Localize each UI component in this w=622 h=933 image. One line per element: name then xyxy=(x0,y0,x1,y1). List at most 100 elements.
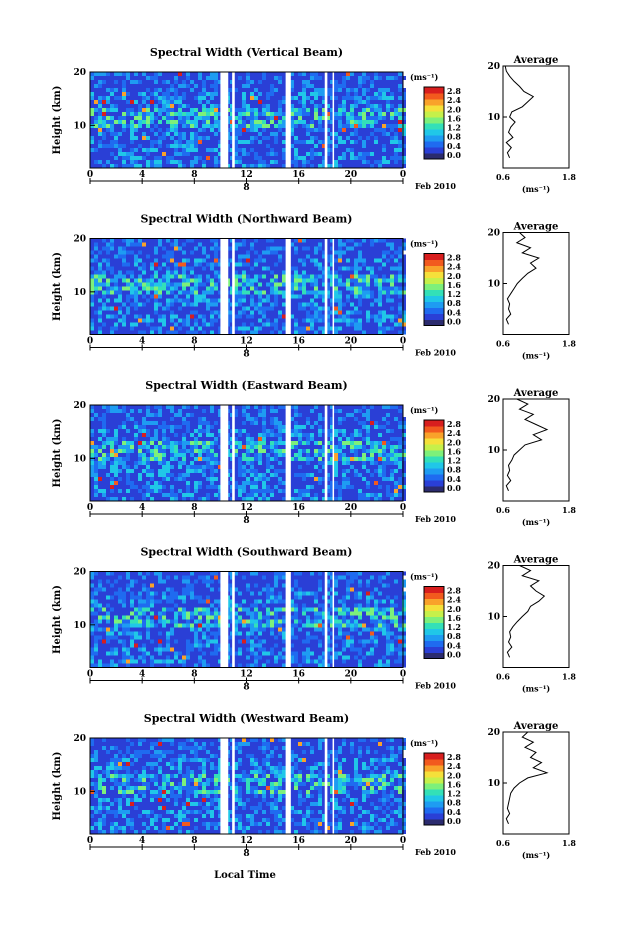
heatmap-cell xyxy=(370,465,374,469)
heatmap-cell xyxy=(258,295,262,299)
heatmap-cell xyxy=(122,299,126,303)
heatmap-cell xyxy=(298,104,302,108)
heatmap-cell xyxy=(178,96,182,100)
heatmap-cell xyxy=(214,88,218,92)
heatmap-cell xyxy=(126,239,130,243)
heatmap-cell xyxy=(294,263,298,267)
heatmap-cell xyxy=(346,164,350,168)
heatmap-cell xyxy=(338,453,342,457)
heatmap-cell xyxy=(314,465,318,469)
heatmap-cell xyxy=(110,429,114,433)
heatmap-cell xyxy=(150,96,154,100)
heatmap-cell xyxy=(382,128,386,132)
heatmap-cell xyxy=(94,331,98,335)
heatmap-cell xyxy=(374,469,378,473)
heatmap-cell xyxy=(254,164,258,168)
heatmap-cell xyxy=(150,279,154,283)
heatmap-cell xyxy=(198,243,202,247)
heatmap-cell xyxy=(162,152,166,156)
heatmap-cell xyxy=(258,291,262,295)
heatmap-cell xyxy=(270,124,274,128)
heatmap-cell xyxy=(138,92,142,96)
heatmap-cell xyxy=(178,331,182,335)
heatmap-cell xyxy=(174,259,178,263)
heatmap-cell xyxy=(394,279,398,283)
heatmap-cell xyxy=(386,327,390,331)
heatmap-cell xyxy=(94,156,98,160)
heatmap-cell xyxy=(294,291,298,295)
heatmap-cell xyxy=(274,247,278,251)
heatmap-cell xyxy=(146,433,150,437)
heatmap-cell xyxy=(206,132,210,136)
heatmap-cell xyxy=(110,144,114,148)
heatmap-cell xyxy=(382,437,386,441)
heatmap-cell xyxy=(386,144,390,148)
heatmap-cell xyxy=(98,323,102,327)
heatmap-cell xyxy=(202,128,206,132)
heatmap-cell xyxy=(266,112,270,116)
heatmap-cell xyxy=(170,259,174,263)
heatmap-cell xyxy=(358,331,362,335)
heatmap-cell xyxy=(374,92,378,96)
heatmap-cell xyxy=(242,331,246,335)
heatmap-cell xyxy=(118,331,122,335)
heatmap-cell xyxy=(198,457,202,461)
heatmap-cell xyxy=(358,469,362,473)
heatmap-cell xyxy=(298,445,302,449)
heatmap-cell xyxy=(146,311,150,315)
heatmap-cell xyxy=(390,279,394,283)
heatmap-cell xyxy=(262,473,266,477)
heatmap-cell xyxy=(250,104,254,108)
heatmap-cell xyxy=(202,271,206,275)
heatmap-cell xyxy=(386,164,390,168)
heatmap-cell xyxy=(170,473,174,477)
heatmap-cell xyxy=(274,473,278,477)
heatmap-cell xyxy=(366,299,370,303)
heatmap-cell xyxy=(158,461,162,465)
heatmap-cell xyxy=(362,413,366,417)
heatmap-cell xyxy=(154,275,158,279)
heatmap-cell xyxy=(294,319,298,323)
heatmap-cell xyxy=(166,437,170,441)
heatmap-cell xyxy=(266,299,270,303)
heatmap-cell xyxy=(282,100,286,104)
heatmap-cell xyxy=(386,295,390,299)
heatmap-cell xyxy=(314,279,318,283)
heatmap-cell xyxy=(390,144,394,148)
heatmap-cell xyxy=(134,303,138,307)
heatmap-cell xyxy=(350,259,354,263)
heatmap-cell xyxy=(98,275,102,279)
heatmap-cell xyxy=(298,287,302,291)
heatmap-cell xyxy=(202,481,206,485)
heatmap-cell xyxy=(366,271,370,275)
colorbar-swatch xyxy=(424,93,444,100)
heatmap-cell xyxy=(302,437,306,441)
heatmap-cell xyxy=(374,295,378,299)
heatmap-cell xyxy=(210,473,214,477)
heatmap-cell xyxy=(118,84,122,88)
heatmap-cell xyxy=(122,148,126,152)
heatmap-cell xyxy=(238,473,242,477)
heatmap-cell xyxy=(138,429,142,433)
heatmap-cell xyxy=(386,116,390,120)
heatmap-cell xyxy=(346,72,350,76)
heatmap-cell xyxy=(186,291,190,295)
heatmap-cell xyxy=(246,108,250,112)
heatmap-cell xyxy=(170,112,174,116)
heatmap-cell xyxy=(138,477,142,481)
heatmap-cell xyxy=(130,473,134,477)
heatmap-cell xyxy=(138,243,142,247)
heatmap-cell xyxy=(102,299,106,303)
heatmap-cell xyxy=(146,255,150,259)
heatmap-cell xyxy=(262,144,266,148)
heatmap-cell xyxy=(398,112,402,116)
heatmap-cell xyxy=(142,461,146,465)
heatmap-cell xyxy=(154,120,158,124)
heatmap-cell xyxy=(390,311,394,315)
heatmap-cell xyxy=(310,136,314,140)
heatmap-cell xyxy=(342,116,346,120)
heatmap-cell xyxy=(134,319,138,323)
heatmap-cell xyxy=(214,425,218,429)
heatmap-cell xyxy=(382,259,386,263)
heatmap-cell xyxy=(102,124,106,128)
